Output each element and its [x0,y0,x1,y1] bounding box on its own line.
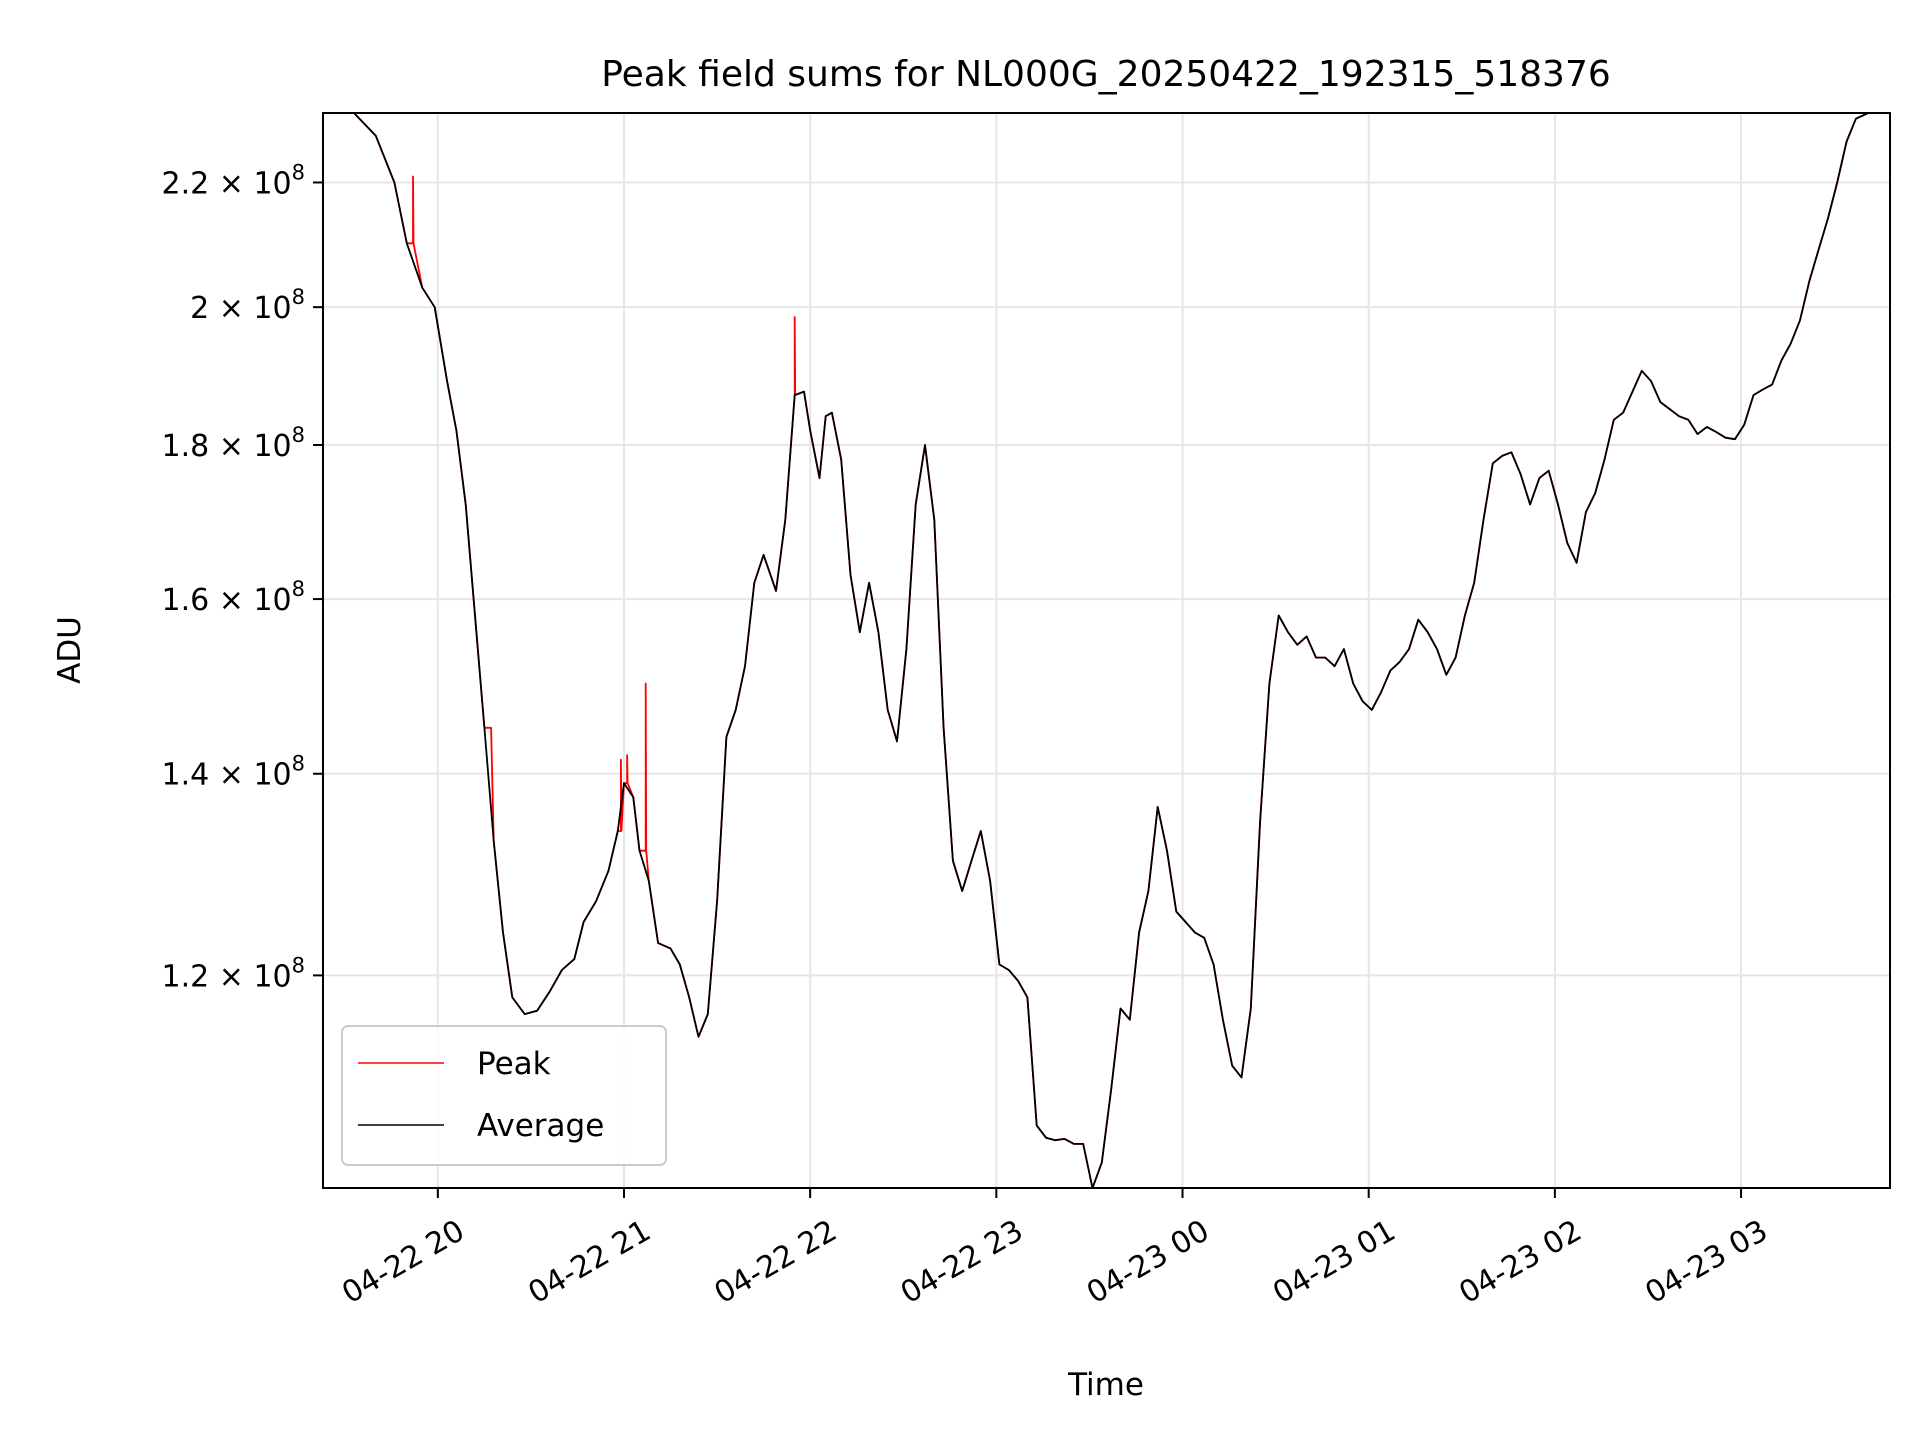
y-tick-label: 1.2 × 108 [162,953,305,994]
plot-frame [322,112,1891,1189]
plot-lines [323,113,1890,1188]
y-tick-label: 2 × 108 [190,285,305,326]
y-tick-label: 2.2 × 108 [162,160,305,201]
series-line-average [323,113,1890,1188]
y-axis-title: ADU [52,616,88,684]
chart-title: Peak field sums for NL000G_20250422_1923… [601,54,1611,95]
legend: Peak Average [341,1025,667,1166]
legend-label-peak: Peak [477,1046,551,1082]
legend-label-average: Average [477,1108,604,1144]
x-axis-title: Time [1067,1367,1144,1403]
grid [323,113,1890,1188]
legend-box [341,1025,667,1166]
y-tick-label: 1.4 × 108 [162,752,305,793]
y-axis: 1.2 × 108 1.4 × 108 1.6 × 108 1.8 × 108 2 × … [162,160,323,994]
y-tick-label: 1.6 × 108 [162,577,305,618]
y-tick-label: 1.8 × 108 [162,423,305,464]
